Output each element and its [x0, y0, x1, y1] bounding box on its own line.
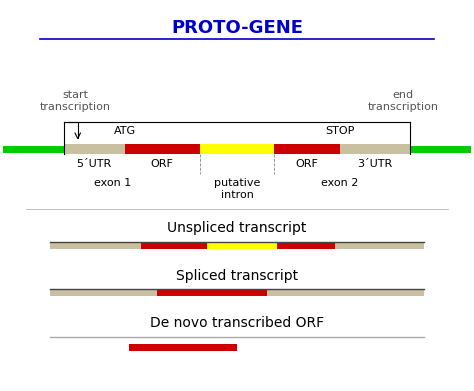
Bar: [50, 242, 424, 249]
Bar: [50, 289, 424, 296]
Text: Spliced transcript: Spliced transcript: [176, 269, 298, 283]
Bar: [274, 144, 340, 154]
Bar: [277, 242, 336, 249]
Bar: [157, 289, 267, 296]
Text: putative
intron: putative intron: [214, 178, 260, 200]
Text: STOP: STOP: [325, 126, 355, 136]
Bar: [141, 242, 207, 249]
Text: ORF: ORF: [151, 159, 173, 169]
Bar: [200, 144, 274, 154]
Text: Unspliced transcript: Unspliced transcript: [167, 221, 307, 235]
Text: 5´UTR: 5´UTR: [76, 159, 112, 169]
Bar: [207, 242, 277, 249]
Bar: [125, 144, 200, 154]
Text: 3´UTR: 3´UTR: [357, 159, 393, 169]
Text: exon 1: exon 1: [94, 178, 131, 188]
Text: start
transcription: start transcription: [40, 90, 111, 112]
Bar: [129, 344, 237, 351]
Text: De novo transcribed ORF: De novo transcribed ORF: [150, 316, 324, 330]
Bar: [64, 144, 410, 154]
Text: PROTO-GENE: PROTO-GENE: [171, 19, 303, 37]
Text: exon 2: exon 2: [321, 178, 359, 188]
Text: end
transcription: end transcription: [368, 90, 439, 112]
Text: ORF: ORF: [296, 159, 319, 169]
Text: ATG: ATG: [113, 126, 136, 136]
